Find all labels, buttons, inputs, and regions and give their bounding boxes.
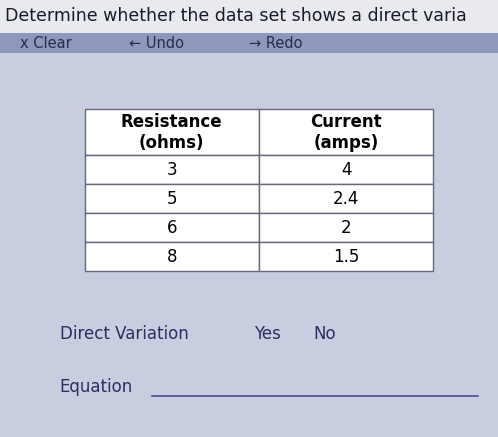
Text: Determine whether the data set shows a direct varia: Determine whether the data set shows a d… [5,7,467,25]
Text: 5: 5 [166,190,177,208]
Text: 3: 3 [166,161,177,179]
Text: 2.4: 2.4 [333,190,359,208]
Text: Current
(amps): Current (amps) [310,113,382,152]
Text: Direct Variation: Direct Variation [60,325,189,343]
Text: 6: 6 [166,218,177,236]
Text: x Clear: x Clear [20,35,72,51]
Text: 2: 2 [341,218,352,236]
Text: Yes: Yes [254,325,281,343]
Text: 8: 8 [166,247,177,266]
Text: 1.5: 1.5 [333,247,359,266]
Text: → Redo: → Redo [249,35,302,51]
Text: 4: 4 [341,161,352,179]
Text: ← Undo: ← Undo [129,35,184,51]
Text: Equation: Equation [60,378,133,396]
Text: No: No [314,325,336,343]
Text: Resistance
(ohms): Resistance (ohms) [121,113,223,152]
